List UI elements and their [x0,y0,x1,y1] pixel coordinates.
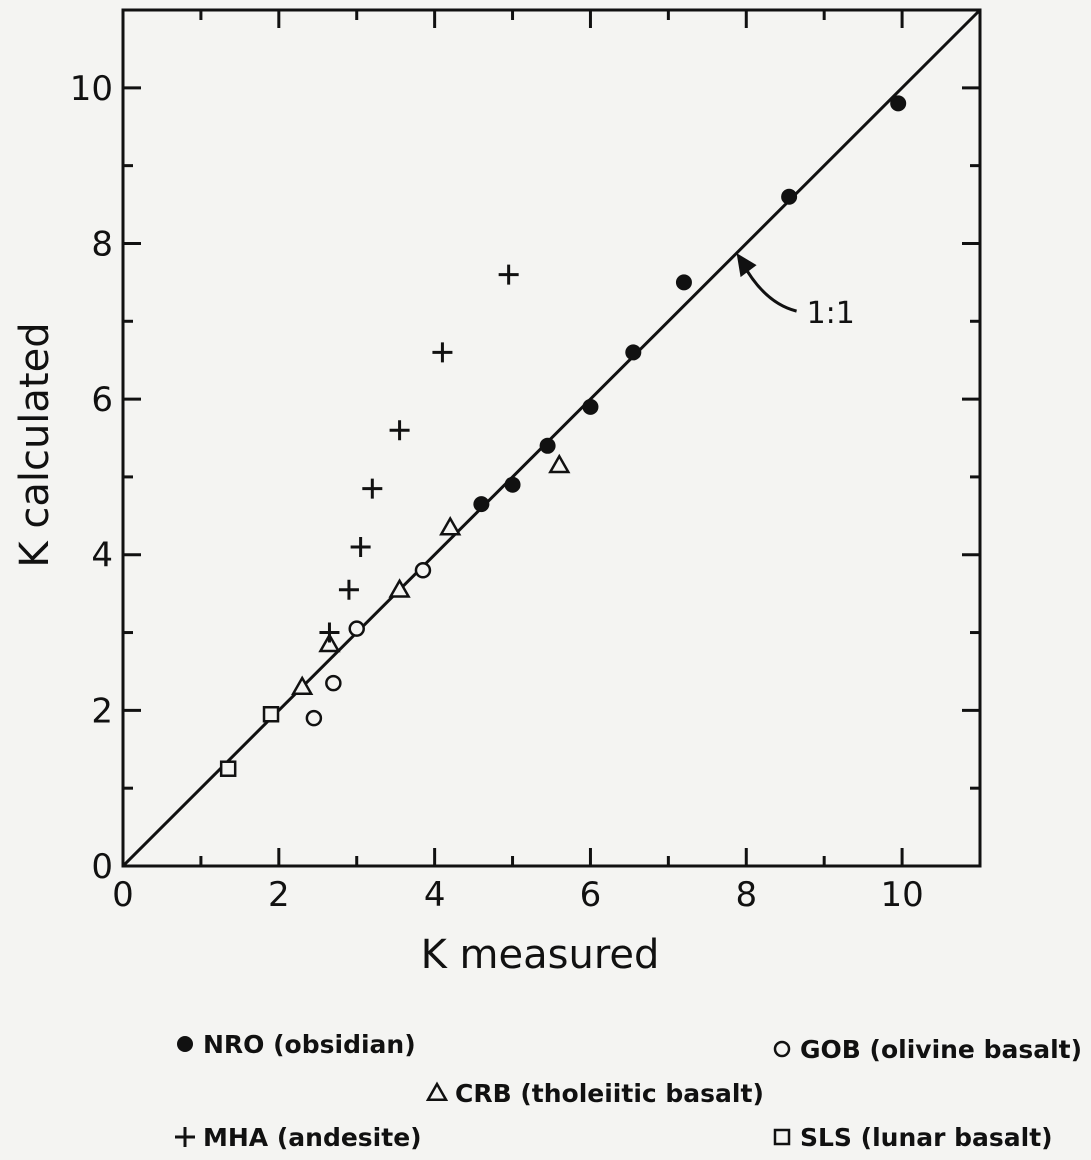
y-tick-label: 10 [70,69,113,109]
plot-frame [121,8,982,868]
x-tick-label: 8 [735,875,757,915]
y-tick-label: 4 [91,536,113,576]
data-point-open-circle [414,562,432,579]
reference-line-group: 1:1 [121,8,982,868]
legend-label: CRB (tholeiitic basalt) [455,1079,764,1108]
legend: NRO (obsidian) GOB (olivine basalt) CRB (t… [175,1030,1082,1152]
legend-marker-plus [175,1127,195,1147]
data-point-open-triangle [318,632,341,653]
one-to-one-label: 1:1 [807,296,855,331]
data-point-open-circle [325,674,342,692]
y-tick-label: 0 [91,847,113,887]
data-point-open-square [262,706,280,723]
legend-label: NRO (obsidian) [203,1030,416,1059]
data-points [219,95,907,777]
data-point-plus [498,264,519,285]
x-axis-title: K measured [421,932,660,978]
data-point-filled-circle [781,188,798,205]
data-point-open-circle [348,620,365,637]
x-tick-label: 10 [880,875,923,915]
x-tick-label: 6 [580,875,602,915]
data-point-plus [362,478,383,499]
data-point-filled-circle [504,476,521,493]
x-tick-label: 0 [112,875,134,915]
data-point-filled-circle [625,344,642,361]
y-tick-label: 6 [91,380,113,420]
legend-marker-filled-circle [177,1036,193,1052]
legend-marker-open-circle [773,1040,791,1058]
data-point-filled-circle [890,95,907,112]
data-point-open-triangle [548,453,571,474]
data-point-plus [389,420,410,441]
data-point-filled-circle [675,274,692,291]
data-point-filled-circle [539,437,556,454]
annotation-arrow [741,262,797,313]
data-point-plus [338,579,359,600]
data-point-plus [319,622,340,643]
data-point-filled-circle [582,398,599,415]
y-axis-title: K calculated [12,322,58,567]
axis-labels: K measured K calculated [12,322,659,978]
y-tick-label: 8 [91,224,113,264]
data-point-open-triangle [439,515,462,536]
y-tick-label: 2 [91,691,113,731]
data-point-filled-circle [473,496,490,513]
legend-label: GOB (olivine basalt) [800,1035,1082,1064]
x-tick-label: 2 [268,875,290,915]
x-tick-label: 4 [424,875,446,915]
data-point-plus [432,342,453,363]
annotation-arrowhead [736,253,757,278]
data-point-open-triangle [291,675,314,696]
legend-label: SLS (lunar basalt) [800,1123,1053,1152]
legend-marker-open-square [773,1128,791,1146]
legend-label: MHA (andesite) [203,1123,422,1152]
data-point-open-square [219,760,237,777]
legend-marker-open-triangle [425,1081,449,1101]
data-point-plus [350,536,371,557]
data-point-open-circle [305,709,323,727]
one-to-one-line [121,8,982,868]
axes: 0 2 4 6 8 10 0 2 4 6 8 10 [70,8,982,915]
data-point-open-triangle [388,578,411,598]
